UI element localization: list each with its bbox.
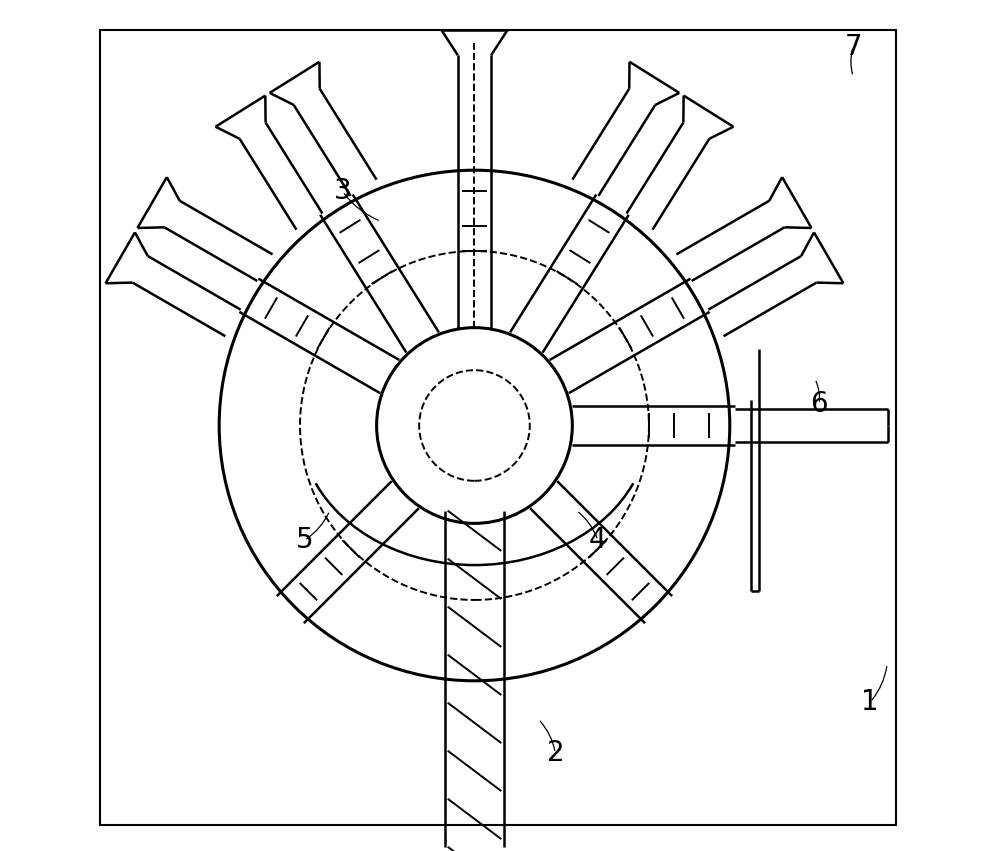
- Text: 1: 1: [861, 688, 879, 716]
- Text: 5: 5: [295, 527, 313, 554]
- Text: 2: 2: [547, 740, 564, 767]
- Text: 4: 4: [589, 527, 607, 554]
- Text: 3: 3: [334, 178, 351, 205]
- Text: 6: 6: [810, 391, 828, 418]
- Text: 7: 7: [844, 33, 862, 60]
